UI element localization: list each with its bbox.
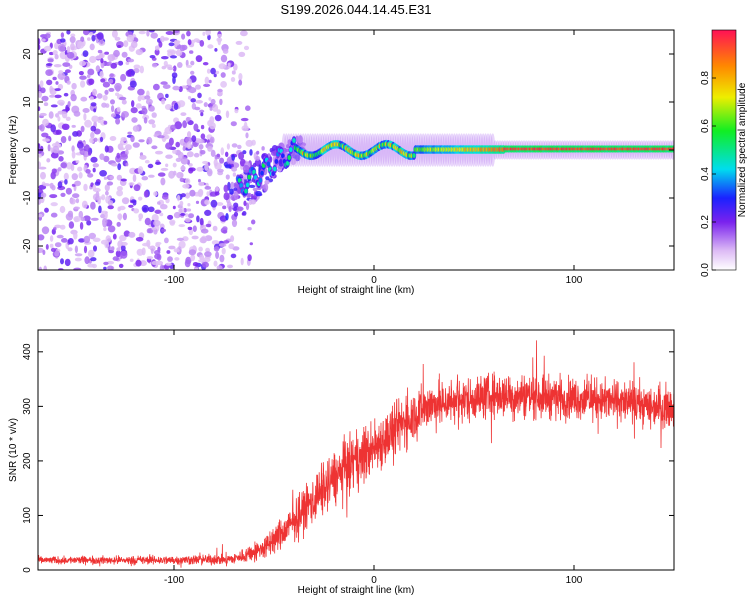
snr-xtick-label: 100 (566, 575, 583, 586)
spectrogram-ytick-label: -10 (22, 190, 33, 205)
snr-frame (37, 329, 675, 571)
colorbar-tick-label: 0.6 (700, 119, 711, 133)
snr-series-line (38, 340, 674, 568)
snr-ylabel: SNR (10 * v/v) (8, 418, 19, 482)
snr-ytick-label: 0 (22, 567, 33, 573)
spectrogram-xlabel: Height of straight line (km) (298, 285, 415, 296)
colorbar-ticks: 0.0 0.2 0.4 0.6 0.8 (700, 71, 716, 277)
spectrogram-xtick-label: 0 (371, 275, 377, 286)
snr-xtick-label: 0 (371, 575, 377, 586)
colorbar-gradient (711, 29, 737, 271)
snr-ytick-label: 200 (22, 452, 33, 469)
colorbar-tick-label: 0.8 (700, 71, 711, 85)
colorbar: 0.0 0.2 0.4 0.6 0.8 Normalized spectral ampl… (700, 29, 748, 277)
colorbar-tick-label: 0.4 (700, 167, 711, 181)
colorbar-label: Normalized spectral amplitude (737, 82, 748, 217)
spectrogram-xtick-label: 100 (566, 275, 583, 286)
spectrogram-ytick-label: 10 (22, 96, 33, 108)
spectrogram-ylabel: Frequency (Hz) (8, 116, 19, 185)
spectrogram-ytick-label: 20 (22, 48, 33, 60)
colorbar-tick-label: 0.0 (700, 263, 711, 277)
figure-title: S199.2026.044.14.45.E31 (280, 2, 431, 17)
spectrogram-ytick-label: -20 (22, 238, 33, 253)
snr-ytick-label: 400 (22, 343, 33, 360)
snr-panel: -100 0 100 0 100 200 300 400 Height of straight… (8, 329, 675, 596)
spectrogram-xtick-label: -100 (164, 275, 184, 286)
colorbar-tick-label: 0.2 (700, 215, 711, 229)
spectrogram-heat-layer (38, 30, 674, 270)
snr-ticks: -100 0 100 0 100 200 300 400 (22, 330, 674, 586)
snr-ytick-label: 100 (22, 507, 33, 524)
snr-xlabel: Height of straight line (km) (298, 585, 415, 596)
spectrogram-ytick-label: 0 (22, 147, 33, 153)
snr-ytick-label: 300 (22, 398, 33, 415)
snr-xtick-label: -100 (164, 575, 184, 586)
